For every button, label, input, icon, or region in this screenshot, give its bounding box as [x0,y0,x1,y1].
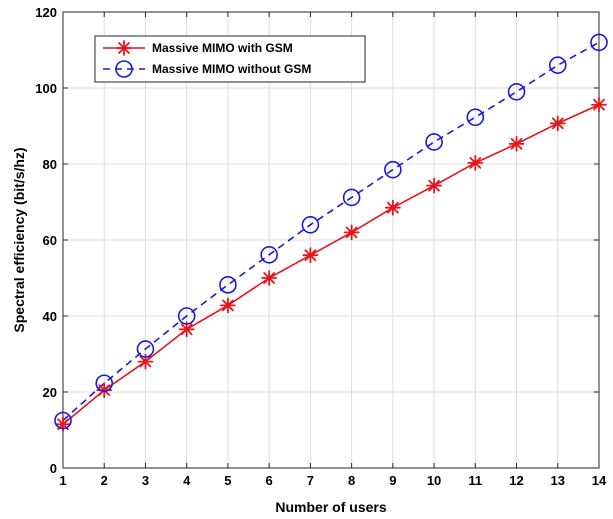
x-tick-label: 11 [468,473,482,488]
legend-box [94,35,366,83]
series-line-0 [62,103,600,425]
data-point-asterisk [220,297,236,314]
legend-label-without-gsm: Massive MIMO without GSM [152,62,311,76]
legend-entry-with-gsm: Massive MIMO with GSM [103,40,293,56]
legend-marker-circle [115,60,133,78]
data-point-circle [342,188,361,207]
x-tick-label: 14 [592,473,607,488]
x-tick-label: 8 [348,473,355,488]
data-point-circle [95,374,114,393]
data-point-circle [466,108,485,127]
data-point-circle [54,411,72,430]
y-tick-label: 0 [50,461,57,476]
x-tick-label: 6 [266,473,273,488]
data-point-circle [136,340,155,358]
legend-marker-asterisk [116,40,132,56]
data-point-asterisk [591,96,607,113]
data-point-circle [507,83,526,101]
data-point-circle [177,307,196,325]
data-point-asterisk [467,154,484,171]
x-tick-label: 3 [142,473,149,488]
data-point-asterisk [549,115,566,132]
series-group [54,33,608,433]
x-tick-label: 12 [509,473,523,488]
x-tick-label: 2 [101,473,108,488]
x-tick-label: 9 [389,473,396,488]
y-tick-label: 20 [43,385,57,400]
data-point-asterisk [426,177,442,194]
y-tick-label: 100 [35,81,57,96]
y-tick-label: 60 [43,233,57,248]
data-point-asterisk [261,270,278,286]
data-point-circle [260,246,278,264]
data-point-circle [301,216,320,234]
y-tick-label: 40 [43,309,57,324]
data-point-circle [384,160,402,179]
x-axis-label: Number of users [275,499,386,515]
data-point-asterisk [302,247,319,264]
data-point-circle [590,33,608,52]
y-axis: 0 20 40 60 80 100 120 [35,5,599,476]
x-tick-label: 5 [224,473,231,488]
legend-entry-without-gsm: Massive MIMO without GSM [103,60,311,78]
data-point-circle [425,133,443,151]
data-point-circle [548,56,567,74]
x-tick-label: 1 [59,473,66,488]
y-tick-label: 120 [35,5,57,20]
legend-label-with-gsm: Massive MIMO with GSM [152,41,293,55]
x-axis: 1 2 3 4 5 6 7 8 9 10 11 12 13 14 [59,12,607,488]
legend: Massive MIMO with GSM Massive MIMO witho… [94,35,366,83]
legend-asterisk-mark [116,40,132,56]
data-point-circle [219,276,237,294]
y-tick-label: 80 [43,157,57,172]
legend-circle-mark [115,60,133,78]
x-tick-label: 10 [427,473,441,488]
x-tick-label: 13 [551,473,565,488]
data-point-asterisk [384,199,401,216]
y-axis-label: Spectral efficiency (bit/s/hz) [11,147,27,332]
data-point-asterisk [508,135,525,152]
data-point-asterisk [343,224,360,241]
x-tick-label: 7 [307,473,314,488]
x-tick-label: 4 [183,473,191,488]
